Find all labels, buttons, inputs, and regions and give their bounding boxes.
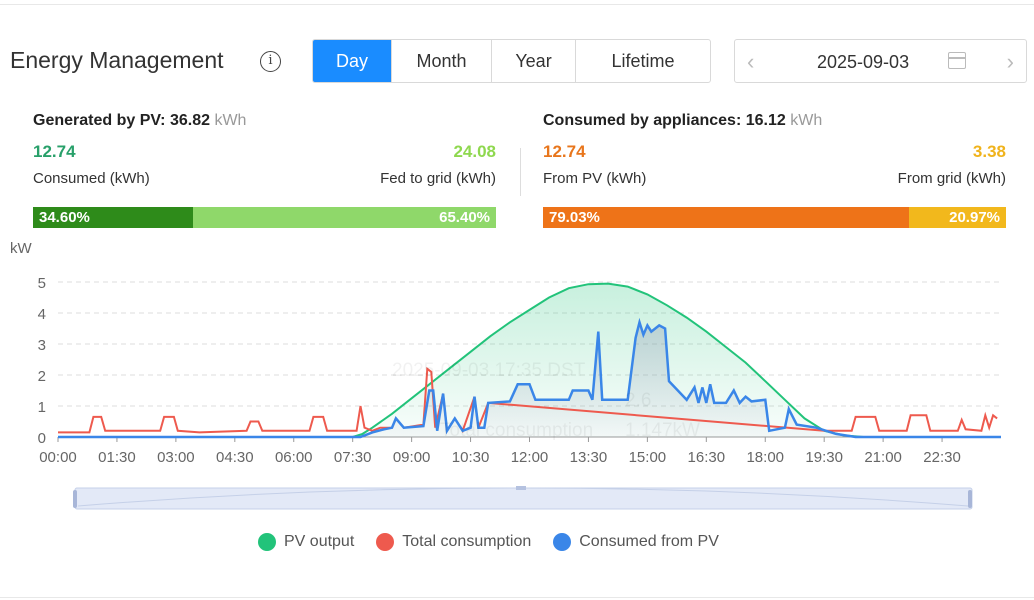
x-tick-label: 04:30 [216, 449, 254, 466]
from-grid-pct-segment: 20.97% [908, 207, 1006, 228]
x-tick-label: 21:00 [864, 449, 902, 466]
consumed-pct-segment: 34.60% [33, 207, 194, 228]
chart-legend: PV output Total consumption Consumed fro… [258, 533, 719, 551]
tooltip-ghost-time: 2025-09-03 17:35 DST [392, 360, 586, 381]
legend-pv-output[interactable]: PV output [258, 533, 354, 551]
tooltip-ghost-pv: 2.6 [625, 390, 652, 411]
chevron-right-icon[interactable]: › [1006, 49, 1014, 74]
generated-ratio-bar: 34.60% 65.40% [33, 207, 496, 228]
page-title: Energy Management [10, 47, 224, 73]
tab-lifetime[interactable]: Lifetime [611, 51, 675, 71]
x-tick-label: 07:30 [334, 449, 372, 466]
generated-value: 36.82 [169, 112, 210, 129]
generated-unit: kWh [214, 112, 247, 129]
consumed-value: 12.74 [33, 142, 76, 161]
tab-year[interactable]: Year [492, 40, 576, 82]
slider-grip-icon [516, 486, 526, 490]
chevron-left-icon[interactable]: ‹ [747, 49, 755, 74]
slider-left-handle[interactable] [73, 490, 77, 508]
y-tick-label: 0 [38, 430, 46, 447]
y-axis-unit: kW [10, 240, 32, 257]
fed-pct-segment: 65.40% [193, 207, 496, 228]
x-tick-label: 19:30 [805, 449, 843, 466]
y-tick-label: 2 [38, 368, 46, 385]
x-tick-label: 03:00 [157, 449, 195, 466]
tooltip-ghost-label: Total consumption [440, 420, 594, 441]
generated-panel: Generated by PV: 36.82 kWh 12.74 24.08 C… [33, 112, 496, 228]
x-tick-label: 10:30 [452, 449, 490, 466]
consumed-ratio-bar: 79.03% 20.97% [543, 207, 1006, 228]
top-divider [0, 4, 1034, 5]
x-tick-label: 16:30 [688, 449, 726, 466]
consumed-total-label: Consumed by appliances: [543, 112, 742, 129]
x-tick-label: 06:00 [275, 449, 313, 466]
y-tick-label: 4 [38, 306, 46, 323]
from-grid-label: From grid (kWh) [897, 170, 1006, 187]
period-tabs: Day Month Year Lifetime [312, 39, 711, 83]
consumed-total-unit: kWh [790, 112, 823, 129]
panel-divider [520, 148, 521, 196]
x-tick-label: 13:30 [570, 449, 608, 466]
x-tick-label: 22:30 [923, 449, 961, 466]
legend-consumed-from-pv[interactable]: Consumed from PV [553, 533, 719, 551]
x-tick-label: 12:00 [511, 449, 549, 466]
date-picker[interactable]: ‹ 2025-09-03 › [734, 39, 1027, 83]
consumption-dot-icon [376, 533, 395, 551]
consumed-from-pv-line [58, 317, 1001, 439]
y-tick-label: 5 [38, 275, 46, 292]
calendar-icon[interactable] [948, 52, 966, 69]
fed-to-grid-value: 24.08 [453, 142, 496, 161]
from-pv-label: From PV (kWh) [543, 170, 647, 187]
tooltip-ghost-value: 1.147kW [625, 420, 700, 441]
x-tick-label: 09:00 [393, 449, 431, 466]
consumed-panel: Consumed by appliances: 16.12 kWh 12.74 … [543, 112, 1006, 228]
total-consumption-line [58, 366, 998, 434]
fed-to-grid-label: Fed to grid (kWh) [380, 170, 496, 187]
x-tick-label: 18:00 [746, 449, 784, 466]
tab-day[interactable]: Day [313, 40, 392, 82]
date-value[interactable]: 2025-09-03 [817, 52, 910, 72]
consumed-total-value: 16.12 [745, 112, 786, 129]
y-tick-label: 3 [38, 337, 46, 354]
zoom-slider[interactable] [74, 487, 973, 510]
x-tick-label: 00:00 [39, 449, 77, 466]
from-pv-pct-segment: 79.03% [543, 207, 909, 228]
self-use-dot-icon [553, 533, 572, 551]
info-icon[interactable]: i [260, 51, 281, 72]
pv-dot-icon [258, 533, 276, 551]
tab-month[interactable]: Month [392, 40, 492, 82]
y-tick-label: 1 [38, 399, 46, 416]
generated-label: Generated by PV: [33, 112, 166, 129]
pv-output-line [58, 282, 1001, 438]
consumed-label: Consumed (kWh) [33, 170, 150, 187]
x-tick-label: 01:30 [98, 449, 136, 466]
from-grid-value: 3.38 [972, 142, 1006, 161]
legend-total-consumption[interactable]: Total consumption [376, 533, 531, 551]
x-tick-label: 15:00 [629, 449, 667, 466]
slider-right-handle[interactable] [968, 490, 972, 508]
from-pv-value: 12.74 [543, 142, 586, 161]
bottom-divider [0, 597, 1034, 598]
